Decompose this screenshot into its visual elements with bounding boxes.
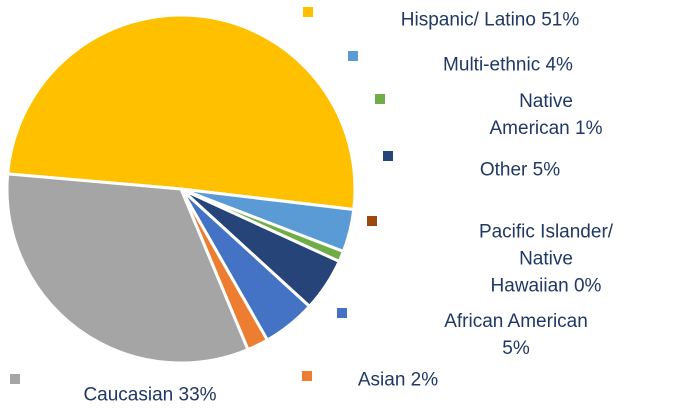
legend-marker <box>383 151 393 161</box>
legend-marker <box>337 308 347 318</box>
data-label: Multi-ethnic 4% <box>443 54 573 76</box>
pie-slice <box>5 172 250 365</box>
legend-marker <box>375 94 385 104</box>
data-label: Asian 2% <box>357 369 439 391</box>
pie-slice <box>6 13 357 212</box>
legend-marker <box>367 216 377 226</box>
legend-marker <box>348 51 358 61</box>
legend-marker <box>303 7 313 17</box>
legend-marker <box>302 371 312 381</box>
data-label: Native American 1% <box>489 91 603 139</box>
legend-marker <box>10 374 20 384</box>
data-label: Caucasian 33% <box>83 384 217 406</box>
data-label: Other 5% <box>479 159 561 181</box>
data-label: Hispanic/ Latino 51% <box>400 9 580 31</box>
data-label: African American 5% <box>444 311 588 359</box>
data-label: Pacific Islander/ Native Hawaiian 0% <box>478 221 614 297</box>
